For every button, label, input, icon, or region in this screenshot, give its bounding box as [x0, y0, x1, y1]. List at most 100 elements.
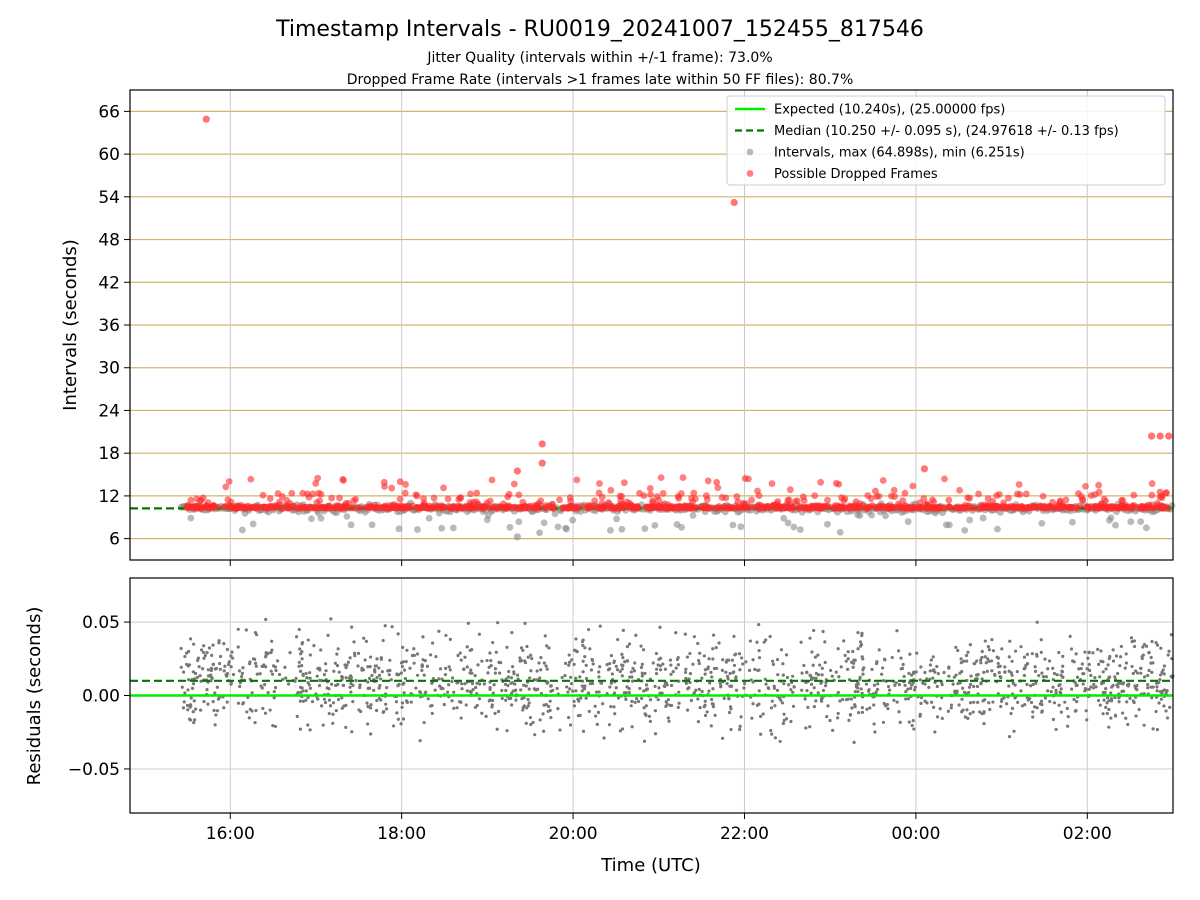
residual-point	[608, 667, 612, 671]
residual-point	[972, 700, 976, 704]
residual-point	[1118, 664, 1122, 668]
dropped-frame-point	[755, 504, 763, 512]
residual-point	[862, 666, 866, 670]
dropped-frame-point	[649, 497, 656, 505]
residual-point	[1079, 666, 1083, 671]
residual-point	[586, 627, 591, 632]
residual-point	[1149, 655, 1153, 660]
residual-point	[304, 698, 308, 702]
residual-point	[742, 686, 746, 690]
residual-point	[1091, 651, 1095, 655]
interval-point	[868, 511, 876, 519]
residual-point	[874, 690, 878, 694]
interval-point	[368, 521, 376, 529]
residual-point	[312, 644, 316, 648]
residual-point	[854, 685, 859, 689]
residual-point	[1066, 724, 1070, 728]
residual-point	[664, 700, 668, 704]
residual-point	[400, 701, 405, 705]
residual-point	[968, 682, 973, 687]
residual-point	[354, 678, 358, 683]
residual-point	[696, 641, 700, 646]
residual-point	[644, 683, 649, 687]
dropped-frame-point	[413, 504, 420, 512]
residual-point	[757, 622, 761, 627]
residual-point	[1035, 620, 1039, 624]
residual-point	[180, 685, 184, 689]
residual-point	[640, 671, 644, 675]
residual-point	[192, 721, 196, 725]
residual-point	[661, 662, 665, 666]
residual-point	[229, 665, 233, 669]
residual-point	[529, 722, 533, 727]
residual-point	[428, 653, 433, 657]
dropped-frame-point	[899, 497, 907, 505]
residual-point	[847, 718, 851, 722]
residual-point	[1060, 669, 1064, 673]
residual-point	[206, 702, 210, 706]
residual-point	[724, 660, 728, 664]
residual-point	[653, 684, 657, 689]
residual-point	[872, 683, 877, 687]
residual-point	[390, 625, 394, 629]
residual-point	[923, 670, 927, 675]
residual-point	[402, 691, 406, 695]
dropped-frame-point	[366, 503, 374, 511]
residual-point	[491, 640, 495, 645]
residual-point	[521, 708, 525, 712]
residual-point	[750, 716, 754, 720]
residual-point	[447, 683, 451, 687]
residual-point	[391, 724, 396, 728]
dropped-frame-point	[473, 489, 481, 497]
residual-point	[460, 682, 464, 686]
dropped-frame-point	[585, 503, 593, 511]
residual-point	[490, 698, 495, 703]
residual-point	[480, 659, 484, 663]
residual-point	[1111, 648, 1115, 652]
residual-point	[573, 648, 577, 652]
interval-point	[343, 513, 351, 520]
residual-point	[377, 686, 381, 690]
residual-point	[348, 656, 352, 660]
residual-point	[1039, 699, 1044, 703]
residual-point	[771, 662, 776, 667]
residual-point	[1161, 668, 1165, 672]
residual-point	[658, 625, 662, 629]
residual-point	[599, 681, 603, 685]
dropped-frame-point	[519, 498, 527, 506]
residual-point	[496, 709, 501, 714]
residual-point	[236, 627, 240, 631]
residual-point	[982, 670, 986, 675]
residual-point	[1150, 639, 1154, 644]
residual-point	[663, 667, 667, 671]
residual-point	[183, 691, 187, 695]
residual-point	[205, 688, 209, 692]
residual-point	[980, 649, 984, 654]
residual-point	[620, 652, 624, 656]
residual-point	[968, 643, 972, 647]
residual-point	[580, 689, 584, 693]
residual-point	[996, 665, 1000, 669]
residual-point	[965, 708, 969, 712]
residual-point	[868, 706, 872, 710]
residual-point	[800, 671, 804, 675]
residual-point	[1114, 654, 1119, 658]
dropped-frame-point	[964, 494, 972, 502]
residual-point	[379, 656, 383, 660]
dropped-frame-point	[1128, 503, 1135, 511]
residual-point	[466, 621, 470, 625]
residual-point	[1039, 650, 1043, 654]
residual-point	[727, 710, 732, 715]
residual-point	[812, 628, 816, 633]
residual-point	[841, 697, 845, 702]
residual-point	[305, 676, 309, 680]
residual-point	[811, 663, 815, 667]
residual-point	[773, 704, 777, 708]
residual-point	[630, 725, 634, 729]
dropped-frame-point	[521, 503, 529, 511]
residual-point	[703, 672, 707, 676]
dropped-frame-point	[493, 504, 501, 512]
residual-point	[352, 640, 356, 644]
residual-point	[714, 646, 718, 650]
